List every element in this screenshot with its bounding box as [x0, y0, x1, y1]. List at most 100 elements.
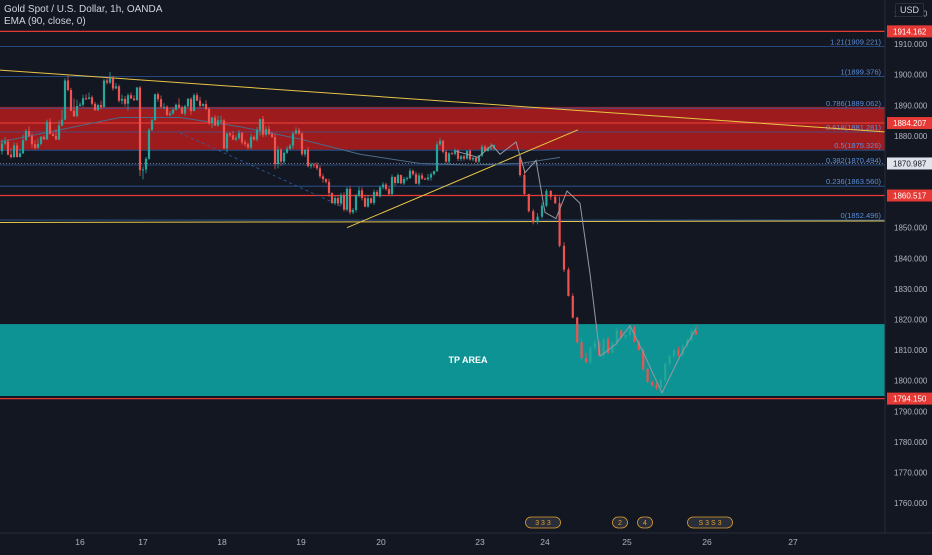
candle-body: [309, 164, 313, 167]
price-tag-label: 1884.207: [893, 119, 927, 128]
time-tick-label: 25: [622, 537, 632, 547]
candle-body: [117, 86, 121, 101]
candle-body: [267, 129, 271, 135]
candle-body: [105, 80, 109, 83]
candle-body: [180, 107, 184, 114]
ema-line: [0, 117, 561, 166]
candle-body: [477, 155, 481, 162]
candle-body: [447, 153, 451, 162]
price-tag-label: 1794.150: [893, 395, 927, 404]
candle-body: [297, 130, 301, 134]
candle-body: [255, 130, 259, 140]
price-tick-label: 1770.000: [894, 469, 928, 478]
candle-body: [183, 106, 187, 114]
indicator-title[interactable]: EMA (90, close, 0): [4, 16, 86, 27]
candle-body: [589, 347, 592, 363]
candle-body: [584, 358, 588, 363]
candle-body: [78, 104, 82, 106]
candle-body: [3, 141, 7, 144]
candle-body: [444, 151, 448, 162]
candle-body: [111, 78, 115, 89]
zones-layer: TP AREA: [0, 106, 885, 396]
time-axis-panel: [0, 533, 932, 550]
candle-body: [411, 170, 415, 175]
candle-body: [273, 137, 277, 165]
candle-body: [366, 198, 370, 207]
candle-body: [102, 80, 106, 108]
candle-body: [375, 191, 379, 197]
event-badge-label: 4: [643, 520, 647, 527]
candle-body: [0, 143, 4, 152]
event-badge-label: 3 3 3: [535, 520, 551, 527]
candle-body: [147, 130, 151, 159]
candle-body: [27, 131, 31, 136]
time-tick-label: 24: [540, 537, 550, 547]
candle-body: [294, 130, 298, 134]
candle-body: [66, 80, 70, 90]
price-tick-label: 1850.000: [894, 224, 928, 233]
candle-body: [606, 339, 610, 353]
candle-body: [153, 94, 157, 121]
candle-body: [270, 134, 274, 138]
candle-body: [204, 104, 208, 109]
candle-body: [554, 196, 557, 204]
candle-body: [628, 327, 632, 336]
candle-body: [264, 129, 268, 135]
candle-body: [369, 198, 373, 203]
candle-body: [201, 104, 205, 106]
candle-body: [36, 143, 40, 148]
candle-body: [523, 175, 526, 195]
candle-body: [602, 339, 605, 355]
candle-body: [450, 153, 454, 155]
time-tick-label: 19: [296, 537, 306, 547]
candle-body: [174, 104, 178, 110]
tp-zone-label: TP AREA: [448, 355, 488, 365]
candle-body: [69, 90, 73, 111]
candle-body: [30, 135, 34, 145]
candle-body: [435, 144, 439, 172]
support-line: [0, 220, 886, 223]
candles-layer: [0, 71, 698, 390]
candle-body: [441, 140, 445, 152]
candle-body: [372, 191, 376, 203]
candle-body: [120, 98, 124, 101]
candle-body: [192, 95, 196, 112]
candle-body: [198, 100, 202, 106]
fib-level-label: 0.5(1875.326): [834, 141, 881, 150]
candle-body: [108, 78, 112, 83]
candle-body: [387, 189, 391, 195]
event-badge-label: S 3 S 3: [699, 520, 722, 527]
candle-body: [243, 142, 247, 145]
symbol-title[interactable]: Gold Spot / U.S. Dollar, 1h, OANDA: [4, 4, 163, 15]
candle-body: [222, 120, 226, 149]
currency-button[interactable]: USD: [894, 3, 924, 17]
price-tick-label: 1880.000: [894, 132, 928, 141]
time-tick-label: 17: [138, 537, 148, 547]
candle-body: [21, 140, 25, 154]
candle-body: [186, 98, 190, 107]
fib-level-label: 1.21(1909.221): [830, 37, 881, 46]
candle-body: [405, 178, 409, 180]
candle-body: [291, 133, 295, 146]
candle-body: [650, 381, 654, 386]
candle-body: [348, 188, 352, 213]
candle-body: [96, 104, 100, 111]
candle-body: [357, 190, 361, 196]
candle-body: [527, 194, 530, 212]
candle-body: [12, 145, 16, 158]
candle-body: [63, 80, 67, 120]
candle-body: [138, 87, 142, 171]
candle-body: [420, 175, 424, 179]
candle-body: [558, 203, 561, 246]
candle-body: [694, 330, 698, 335]
candle-body: [240, 132, 244, 143]
candle-body: [438, 140, 442, 145]
candle-body: [571, 295, 574, 318]
event-badge: [687, 516, 733, 529]
candle-body: [393, 176, 397, 184]
candle-body: [611, 342, 614, 353]
price-tick-label: 1840.000: [894, 254, 928, 263]
candle-body: [518, 157, 522, 176]
